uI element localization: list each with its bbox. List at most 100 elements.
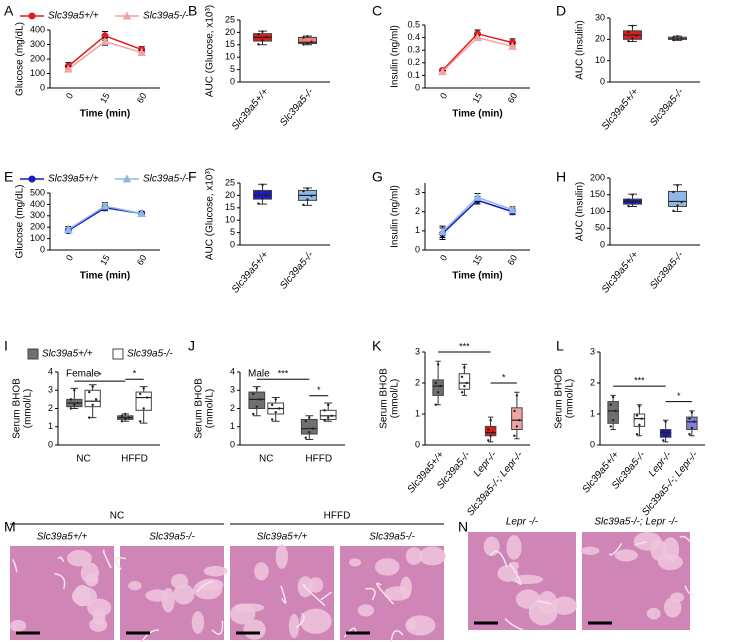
y-tick-label: 1 [230,421,235,431]
legend-label: Slc39a5-/- [143,11,189,22]
legend-swatch [27,348,39,360]
marker [63,64,73,73]
data-point [690,411,694,414]
x-tick-label: HFFD [121,454,148,465]
marker [28,12,36,20]
data-point [436,363,440,366]
y-tick-label: 15 [225,39,235,49]
data-point [487,439,490,442]
y-tick-label: 1 [415,408,420,418]
data-point [627,39,630,43]
data-point [487,428,490,431]
x-tick-label: 0 [64,253,75,262]
marker [137,47,147,56]
tissue-lobule [614,549,638,562]
image-caption: Slc39a5+/+ [37,532,88,543]
tissue-lobule [171,573,189,589]
tissue-lobule [161,587,175,613]
y-tick-label: 30 [595,12,605,22]
y-tick-label: 500 [30,187,45,197]
tissue-lobule [650,540,668,561]
tissue-lobule [173,584,195,605]
tissue-vessel [54,572,66,590]
panel-label: M [4,519,16,535]
data-point [609,403,612,406]
data-point [460,391,464,394]
data-point [306,35,309,38]
data-point [666,431,670,434]
x-tick-label: 15 [471,253,485,267]
data-point [611,419,615,422]
y-tick-label: 0 [40,82,45,92]
marker [28,175,36,183]
significance-label: * [502,372,506,382]
y-tick-label: 20 [225,27,235,37]
data-point [88,416,91,419]
x-tick-label: 15 [471,91,485,105]
panel-label: K [372,338,382,354]
y-axis-label: AUC (Insulin) [575,182,586,241]
data-point [265,35,268,39]
data-point [306,187,309,190]
image-caption: Slc39a5-/- [369,532,415,543]
y-tick-label: 20 [225,190,235,200]
data-point [274,410,277,414]
x-tick-label: 60 [135,253,149,267]
marker [438,67,447,76]
box [668,190,687,207]
tissue-lobule [254,562,269,581]
legend-label: Slc39a5-/- [143,174,189,185]
y-tick-label: 0 [230,76,235,86]
data-point [672,190,675,194]
data-point [690,426,694,430]
data-point [680,37,683,40]
y-tick-label: 2 [590,377,595,387]
x-tick-label: 60 [506,253,520,267]
y-tick-label: 0.5 [407,19,420,29]
x-tick-label: 0 [64,91,75,100]
box [300,418,318,435]
data-point [278,407,281,410]
tissue-lobule [275,544,289,569]
tissue-vessel [196,580,213,593]
data-point [465,381,468,385]
tissue-vessel [343,627,357,638]
series-line [441,199,513,235]
tissue-lobule [670,592,685,603]
data-point [439,384,442,388]
tissue-lobule [528,599,558,626]
panel-label: I [4,338,8,354]
y-axis-label: AUC (Insulin) [575,20,586,79]
data-point [611,395,615,399]
data-point [518,419,521,422]
image-caption: Lepr -/- [506,517,539,528]
data-point [142,387,145,390]
panel-label: F [188,169,197,185]
y-axis-label: Glucose (mg/dL) [15,185,26,259]
x-tick-label: 60 [135,91,149,105]
y-tick-label: 0 [40,244,45,254]
tissue-lobule [406,618,418,630]
data-point [638,423,641,427]
data-point [672,38,675,42]
significance-label: * [677,391,681,401]
tissue-lobule [234,603,265,612]
legend-label: Slc39a5+/+ [48,174,99,185]
data-point [145,396,149,399]
tissue-vessel [12,559,18,573]
data-point [257,32,260,36]
box [484,425,497,437]
tissue-vessel [295,612,305,629]
data-point [259,398,262,401]
x-tick-label: Slc39a5+/+ [230,249,271,295]
y-tick-label: 400 [30,24,45,34]
y-tick-label: 1 [590,408,595,418]
x-tick-label: 15 [98,91,112,105]
data-point [274,398,277,401]
legend-label: Slc39a5+/+ [42,349,93,360]
y-tick-label: 200 [30,222,45,232]
data-point [434,403,437,406]
box [319,409,337,420]
y-axis-label: Serum BHOB [554,368,565,429]
marker [122,11,132,20]
